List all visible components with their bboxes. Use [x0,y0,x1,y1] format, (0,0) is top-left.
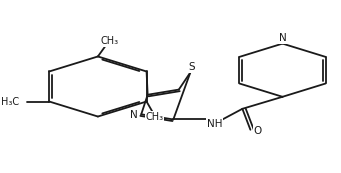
Text: N: N [279,33,286,43]
Text: CH₃: CH₃ [146,112,164,122]
Text: S: S [188,62,195,72]
Text: NH: NH [207,119,222,129]
Text: CH₃: CH₃ [101,36,119,46]
Text: H₃C: H₃C [1,97,19,107]
Text: O: O [253,126,262,136]
Text: N: N [130,110,138,120]
